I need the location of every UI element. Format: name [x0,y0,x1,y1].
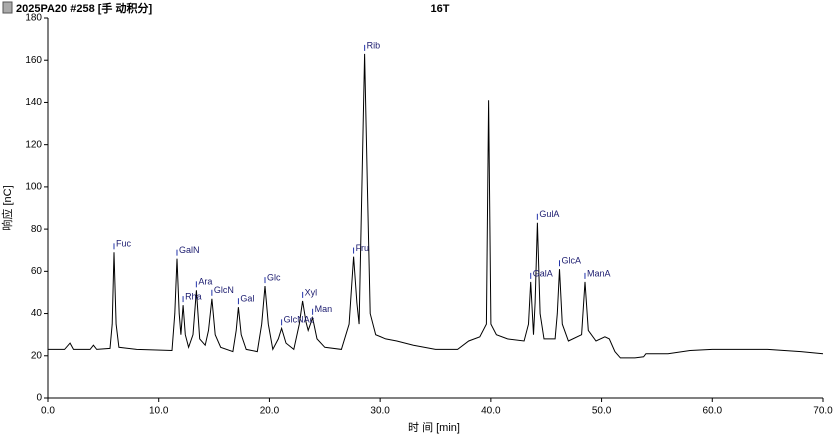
x-tick-label: 30.0 [370,406,390,417]
peak-label: Rha [185,291,202,301]
x-tick-label: 50.0 [592,406,612,417]
y-tick-label: 0 [36,393,42,404]
y-tick-label: 160 [25,55,42,66]
y-tick-label: 100 [25,182,42,193]
peak-label: GlcA [562,256,582,266]
peak-label: ManA [587,268,611,278]
peak-label: Fru [356,243,370,253]
peak-label: Fuc [116,239,132,249]
peak-label: GalN [179,245,200,255]
y-tick-label: 120 [25,139,42,150]
peak-label: Xyl [305,287,318,297]
peak-label: GulA [539,209,559,219]
chart-title: 16T [431,3,450,15]
x-tick-label: 40.0 [481,406,501,417]
x-tick-label: 0.0 [41,406,55,417]
y-tick-label: 20 [31,350,43,361]
peak-label: GlcNAc [284,315,315,325]
peak-label: Man [315,304,333,314]
trace [48,53,824,359]
y-tick-label: 180 [25,13,42,24]
y-tick-label: 60 [31,266,43,277]
x-tick-label: 10.0 [149,406,169,417]
x-tick-label: 70.0 [813,406,833,417]
header: 2025PA20 #258 [手 动积分] [16,1,152,15]
peak-label: Ara [198,277,212,287]
x-tick-label: 20.0 [260,406,280,417]
peak-label: Gal [240,294,254,304]
peak-label: GlcN [214,285,234,295]
y-tick-label: 40 [31,308,43,319]
y-tick-label: 140 [25,97,42,108]
window-icon [2,1,13,14]
peak-label: Glc [267,272,281,282]
peak-label: Rib [367,40,381,50]
peak-label: GalA [533,268,553,278]
y-tick-label: 80 [31,224,43,235]
x-axis-label: 时 间 [min] [408,421,460,434]
y-axis-label: 响应 [nC] [0,185,14,230]
x-tick-label: 60.0 [703,406,723,417]
